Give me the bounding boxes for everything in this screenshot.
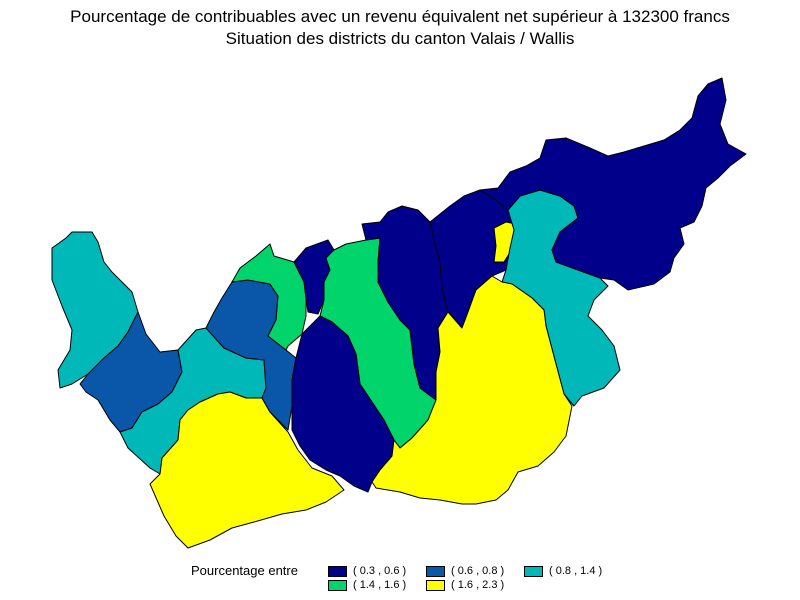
legend-item-class-0: ( 0.3 , 0.6 ) xyxy=(328,564,406,578)
legend-swatch xyxy=(328,565,347,577)
district-southwest-yellow[interactable] xyxy=(149,391,345,549)
district-south-yellow[interactable] xyxy=(371,275,573,505)
legend-title: Pourcentage entre xyxy=(191,563,298,578)
district-northeast-navy[interactable] xyxy=(479,77,747,291)
legend-item-class-1: ( 0.6 , 0.8 ) xyxy=(426,564,504,578)
legend-label: ( 0.8 , 1.4 ) xyxy=(549,565,603,577)
legend-label: ( 0.3 , 0.6 ) xyxy=(353,565,407,577)
legend-swatch xyxy=(328,579,347,591)
legend-label: ( 0.6 , 0.8 ) xyxy=(451,565,505,577)
legend-swatch xyxy=(426,565,445,577)
legend-label: ( 1.4 , 1.6 ) xyxy=(353,579,407,591)
map-subtitle: Situation des districts du canton Valais… xyxy=(225,29,575,48)
legend-label: ( 1.6 , 2.3 ) xyxy=(451,579,505,591)
map-title: Pourcentage de contribuables avec un rev… xyxy=(70,7,730,26)
legend-item-class-4: ( 1.6 , 2.3 ) xyxy=(426,578,504,592)
district-northwest-green[interactable] xyxy=(231,243,307,351)
legend-item-class-2: ( 0.8 , 1.4 ) xyxy=(524,564,602,578)
legend-item-class-3: ( 1.4 , 1.6 ) xyxy=(328,578,406,592)
legend-swatch xyxy=(426,579,445,591)
legend-swatch xyxy=(524,565,543,577)
